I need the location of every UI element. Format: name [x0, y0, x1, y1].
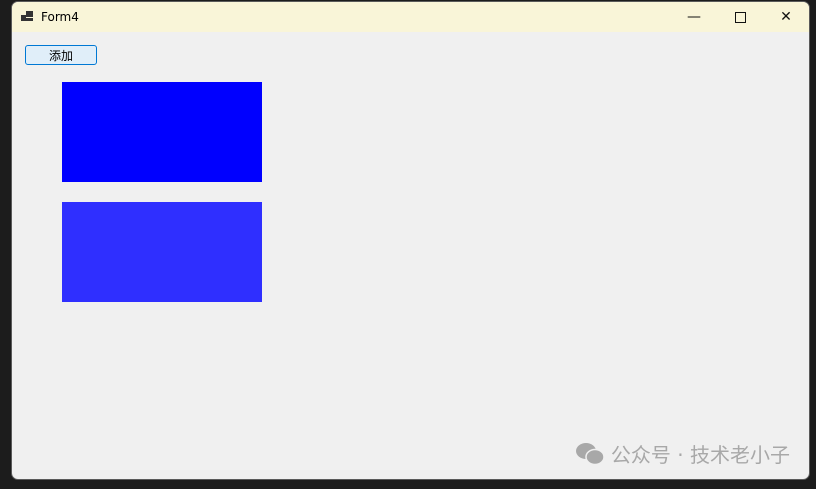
wechat-icon: [575, 442, 605, 465]
title-bar[interactable]: Form4 — ✕: [12, 2, 809, 32]
maximize-icon: [734, 11, 746, 23]
minimize-icon: —: [687, 9, 701, 25]
window-title: Form4: [41, 10, 79, 24]
app-icon: [21, 11, 33, 22]
form-window: Form4 — ✕ 添加 公众号 · 技术老小子: [11, 1, 810, 480]
watermark-text: 公众号 · 技术老小子: [610, 443, 790, 467]
close-icon: ✕: [780, 9, 792, 25]
blue-panel-1: [62, 82, 262, 182]
minimize-button[interactable]: —: [671, 2, 717, 32]
blue-panel-2: [62, 202, 262, 302]
add-button[interactable]: 添加: [25, 45, 97, 65]
close-button[interactable]: ✕: [763, 2, 809, 32]
watermark: 公众号 · 技术老小子: [575, 439, 790, 468]
maximize-button[interactable]: [717, 2, 763, 32]
